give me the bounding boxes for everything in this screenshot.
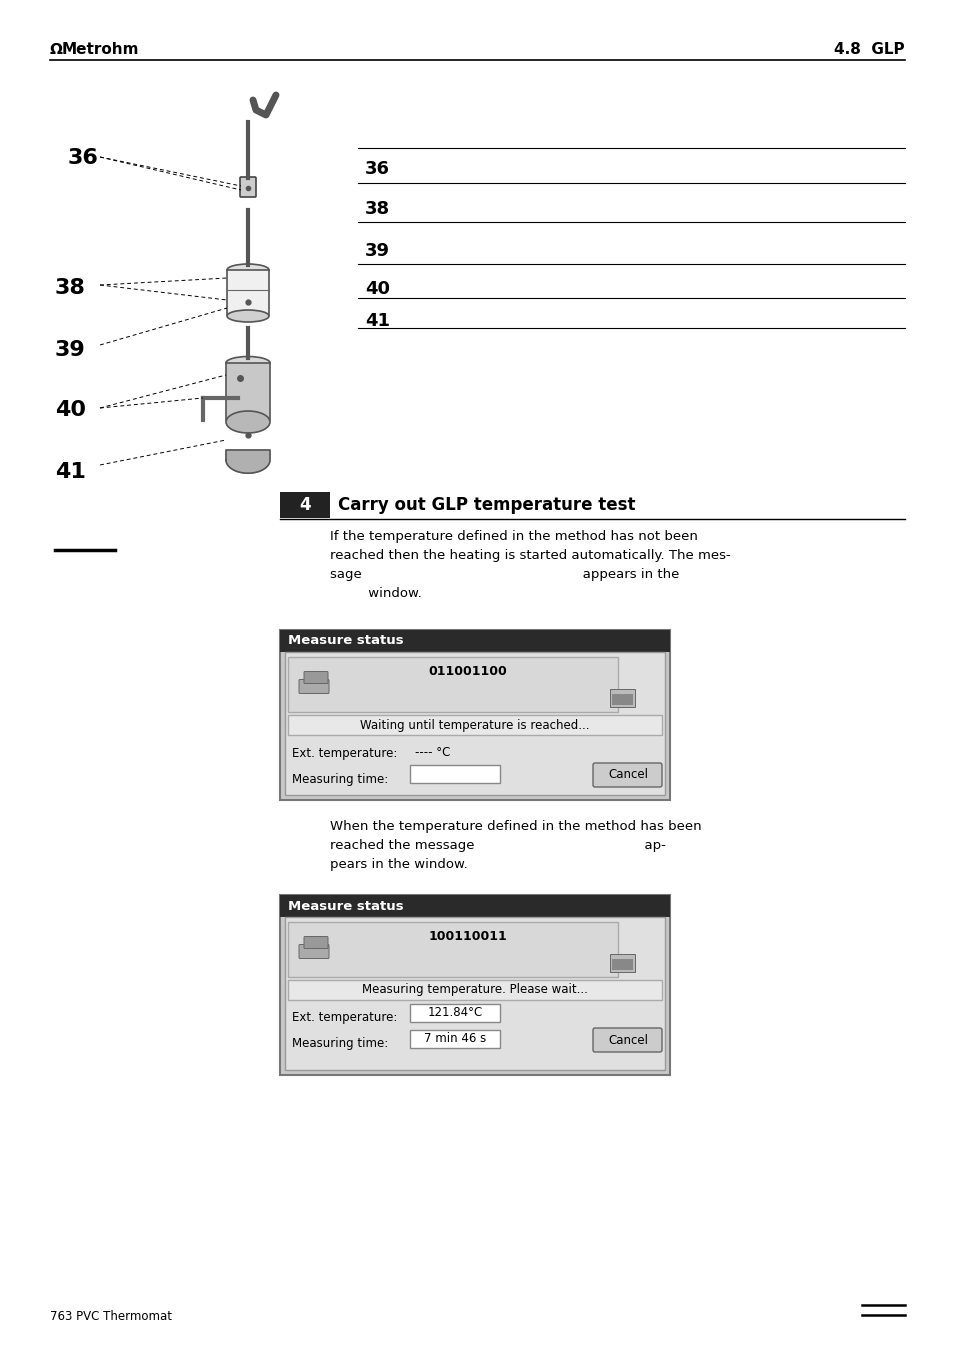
Text: If the temperature defined in the method has not been: If the temperature defined in the method… (330, 530, 698, 543)
Text: When the temperature defined in the method has been: When the temperature defined in the meth… (330, 820, 700, 834)
Text: sage                                                    appears in the: sage appears in the (330, 567, 679, 581)
Bar (280, 630, 669, 653)
Bar (609, 689, 635, 707)
Text: reached then the heating is started automatically. The mes-: reached then the heating is started auto… (330, 549, 730, 562)
Text: 40: 40 (365, 280, 390, 299)
Text: 4.8  GLP: 4.8 GLP (834, 42, 904, 57)
Ellipse shape (226, 357, 270, 370)
Text: Measure status: Measure status (288, 900, 403, 912)
Bar (612, 694, 633, 705)
Text: reached the message                                        ap-: reached the message ap- (330, 839, 665, 852)
Text: Cancel: Cancel (607, 769, 647, 781)
Bar (609, 954, 635, 971)
Text: 41: 41 (55, 462, 86, 482)
Text: Measuring time:: Measuring time: (292, 1038, 388, 1051)
Ellipse shape (227, 309, 269, 322)
FancyBboxPatch shape (298, 680, 329, 693)
Text: Measuring time:: Measuring time: (292, 773, 388, 785)
Polygon shape (226, 450, 270, 473)
Text: 4: 4 (299, 496, 311, 513)
Text: 100110011: 100110011 (428, 929, 506, 943)
Text: 011001100: 011001100 (428, 665, 506, 678)
Bar (227, 270, 269, 315)
Text: pears in the window.: pears in the window. (330, 858, 467, 871)
Text: Metrohm: Metrohm (62, 42, 139, 57)
Text: Carry out GLP temperature test: Carry out GLP temperature test (337, 496, 635, 513)
Bar (280, 894, 669, 917)
Text: Measure status: Measure status (288, 635, 403, 647)
FancyBboxPatch shape (304, 936, 328, 948)
FancyBboxPatch shape (593, 763, 661, 788)
Bar (410, 1004, 499, 1021)
Text: Ext. temperature:: Ext. temperature: (292, 747, 397, 759)
Text: 41: 41 (365, 312, 390, 330)
Bar (285, 917, 664, 1070)
Bar (410, 1029, 499, 1048)
Ellipse shape (226, 411, 270, 434)
Bar (280, 492, 330, 517)
FancyBboxPatch shape (240, 177, 255, 197)
Ellipse shape (227, 263, 269, 276)
Bar (288, 657, 618, 712)
Text: 36: 36 (365, 159, 390, 178)
Bar (288, 979, 661, 1000)
FancyBboxPatch shape (593, 1028, 661, 1052)
Text: Cancel: Cancel (607, 1034, 647, 1047)
Text: 7 min 46 s: 7 min 46 s (423, 1032, 486, 1046)
Text: 763 PVC Thermomat: 763 PVC Thermomat (50, 1310, 172, 1323)
Text: 38: 38 (365, 200, 390, 218)
Text: 39: 39 (55, 340, 86, 359)
Text: ---- °C: ---- °C (415, 747, 450, 759)
Text: Ω: Ω (50, 42, 63, 57)
Text: 121.84°C: 121.84°C (427, 1006, 482, 1020)
Text: 36: 36 (68, 149, 99, 168)
Bar (288, 715, 661, 735)
Bar (280, 630, 669, 800)
Text: window.: window. (330, 586, 421, 600)
FancyBboxPatch shape (304, 671, 328, 684)
Bar (410, 765, 499, 784)
Text: 39: 39 (365, 242, 390, 259)
Text: 38: 38 (55, 278, 86, 299)
Bar (288, 921, 618, 977)
Bar (612, 959, 633, 970)
Text: Waiting until temperature is reached...: Waiting until temperature is reached... (360, 719, 589, 731)
FancyBboxPatch shape (298, 944, 329, 958)
Bar (226, 363, 270, 420)
Text: 40: 40 (55, 400, 86, 420)
Text: Measuring temperature. Please wait...: Measuring temperature. Please wait... (362, 984, 587, 997)
Bar (280, 894, 669, 1075)
Bar (285, 653, 664, 794)
Text: Ext. temperature:: Ext. temperature: (292, 1012, 397, 1024)
